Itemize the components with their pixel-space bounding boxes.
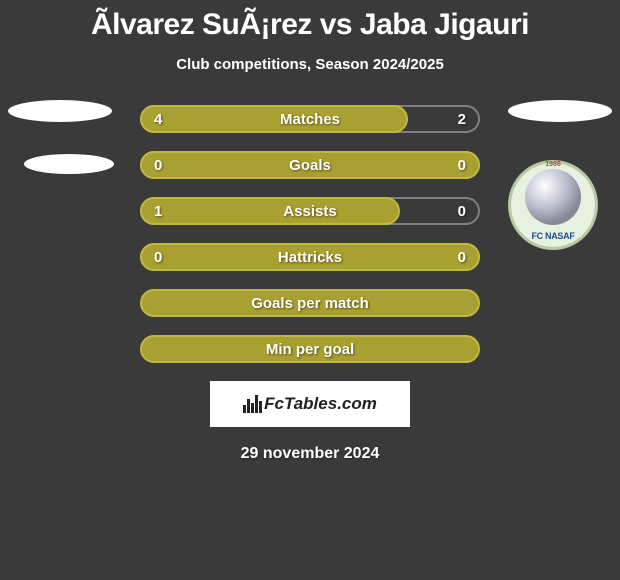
bars-icon	[243, 395, 262, 413]
stat-row: Assists 1 0	[140, 197, 480, 225]
club-badge-nasaf: 1986 FC NASAF	[508, 160, 598, 250]
player-badge-placeholder	[508, 100, 612, 122]
stat-row: Min per goal	[140, 335, 480, 363]
fctables-text: FcTables.com	[264, 394, 377, 414]
stat-label: Min per goal	[266, 341, 354, 358]
stat-label: Hattricks	[278, 249, 342, 266]
stat-val-right: 0	[458, 203, 466, 220]
stat-label: Matches	[280, 111, 340, 128]
content-area: 1986 FC NASAF Matches42Goals00Assists10H…	[0, 105, 620, 463]
club-badge-ball-icon	[525, 169, 581, 225]
club-badge-name: FC NASAF	[531, 231, 574, 241]
fctables-logo: FcTables.com	[243, 394, 377, 414]
stat-val-left: 4	[154, 111, 162, 128]
stat-bar-inner	[140, 105, 408, 133]
stat-val-left: 0	[154, 157, 162, 174]
stat-label: Goals	[289, 157, 331, 174]
snapshot-date: 29 november 2024	[0, 445, 620, 463]
stat-row: Goals per match	[140, 289, 480, 317]
comparison-title: Ãlvarez SuÃ¡rez vs Jaba Jigauri	[0, 8, 620, 42]
stat-val-right: 2	[458, 111, 466, 128]
stat-row: Goals 0 0	[140, 151, 480, 179]
stat-val-left: 1	[154, 203, 162, 220]
stat-label: Assists	[283, 203, 336, 220]
fctables-watermark: FcTables.com	[210, 381, 410, 427]
stats-container: Matches42Goals00Assists10Hattricks00Goal…	[140, 105, 480, 363]
stat-label: Goals per match	[251, 295, 369, 312]
player-badge-placeholder	[8, 100, 112, 122]
stat-val-right: 0	[458, 157, 466, 174]
club-badge-placeholder	[24, 154, 114, 174]
left-player-badges	[8, 100, 114, 206]
stat-val-left: 0	[154, 249, 162, 266]
season-subtitle: Club competitions, Season 2024/2025	[0, 56, 620, 73]
stat-val-right: 0	[458, 249, 466, 266]
stat-bar-inner	[140, 197, 400, 225]
header: Ãlvarez SuÃ¡rez vs Jaba Jigauri Club com…	[0, 0, 620, 73]
stat-row: Hattricks 0 0	[140, 243, 480, 271]
club-badge-year: 1986	[545, 161, 561, 168]
right-player-badges: 1986 FC NASAF	[508, 100, 612, 250]
stat-row: Matches 4 2	[140, 105, 480, 133]
